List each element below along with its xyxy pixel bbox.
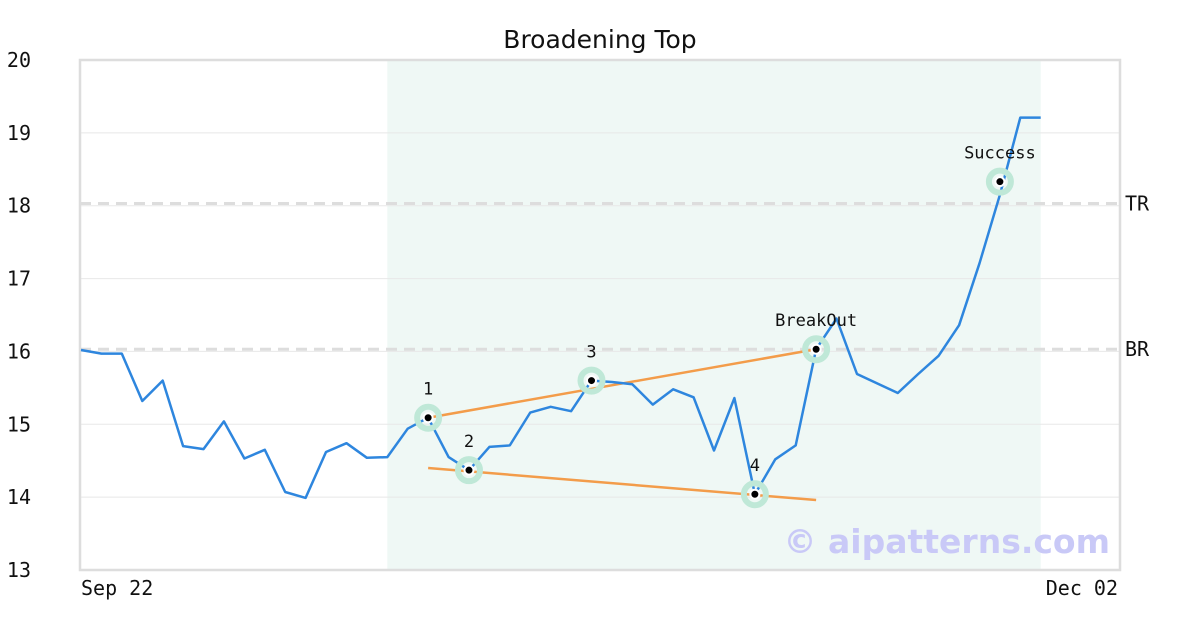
- pattern-points: 1 2 3 4 BreakOut Success: [414, 144, 1036, 509]
- x-axis-ticks: Sep 22 Dec 02: [81, 576, 1118, 600]
- y-tick-label: 13: [7, 558, 31, 582]
- y-tick-label: 18: [7, 194, 31, 218]
- point-marker: [994, 176, 1006, 188]
- point-halo: [577, 366, 606, 395]
- y-tick-label: 20: [7, 48, 31, 72]
- point-halo: [454, 456, 483, 485]
- grid: [80, 132, 1120, 498]
- point-marker: [463, 464, 475, 476]
- point-label: 3: [586, 343, 596, 363]
- y-tick-label: 16: [7, 339, 31, 363]
- point-marker: [810, 343, 822, 355]
- x-tick-label: Sep 22: [81, 576, 153, 600]
- point-label: Success: [964, 144, 1036, 164]
- y-tick-label: 19: [7, 121, 31, 145]
- point-marker: [422, 412, 434, 424]
- point-label: BreakOut: [775, 311, 857, 331]
- point-label: 4: [750, 456, 760, 476]
- point-halo: [802, 335, 831, 364]
- reference-lines: TR BR: [80, 192, 1150, 361]
- chart-title: Broadening Top: [503, 25, 696, 54]
- y-tick-label: 17: [7, 267, 31, 291]
- reference-label-tr: TR: [1125, 192, 1150, 216]
- watermark: © aipatterns.com: [784, 522, 1110, 561]
- point-marker: [586, 375, 597, 387]
- price-line: [80, 116, 1041, 500]
- y-tick-label: 14: [7, 485, 31, 509]
- point-label: 2: [464, 432, 474, 452]
- point-halo: [740, 480, 769, 509]
- pattern-highlight-region: [387, 60, 1041, 570]
- x-tick-label: Dec 02: [1046, 576, 1118, 600]
- point-halo: [414, 403, 443, 432]
- y-axis-ticks: 13 14 15 16 17 18 19 20: [7, 48, 31, 582]
- reference-label-br: BR: [1125, 337, 1150, 361]
- point-label: 1: [423, 380, 433, 400]
- plot-frame: [78, 58, 1122, 572]
- point-marker: [749, 488, 761, 500]
- y-tick-label: 15: [7, 412, 31, 436]
- point-halo: [985, 167, 1014, 196]
